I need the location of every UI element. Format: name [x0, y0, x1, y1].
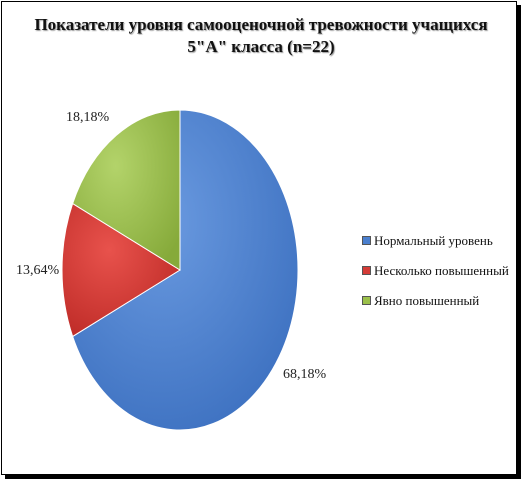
legend-item: Несколько повышенный [362, 262, 509, 279]
slice-data-label: 68,18% [283, 367, 327, 382]
legend-label: Нормальный уровень [374, 232, 493, 248]
legend-item: Явно повышенный [362, 292, 509, 309]
legend-swatch [362, 236, 371, 245]
pie-labels: 68,18% 13,64% 18,18% [16, 110, 327, 382]
pie-slice [72, 109, 299, 431]
pie-slice [72, 109, 181, 271]
chart-title-line-1: Показатели уровня самооценочной тревожно… [34, 15, 488, 34]
legend-label: Несколько повышенный [374, 262, 509, 278]
pie-slice [61, 202, 181, 338]
legend-swatch [362, 296, 371, 305]
slice-data-label: 18,18% [66, 110, 110, 125]
chart-title-line-2: 5"А" класса (n=22) [187, 37, 335, 56]
legend-swatch [362, 266, 371, 275]
legend-item: Нормальный уровень [362, 232, 509, 249]
legend: Нормальный уровень Несколько повышенный … [362, 232, 509, 322]
slice-data-label: 13,64% [16, 263, 60, 278]
chart-title: Показатели уровня самооценочной тревожно… [0, 14, 522, 58]
legend-label: Явно повышенный [374, 292, 480, 308]
pie-slices [61, 109, 299, 431]
